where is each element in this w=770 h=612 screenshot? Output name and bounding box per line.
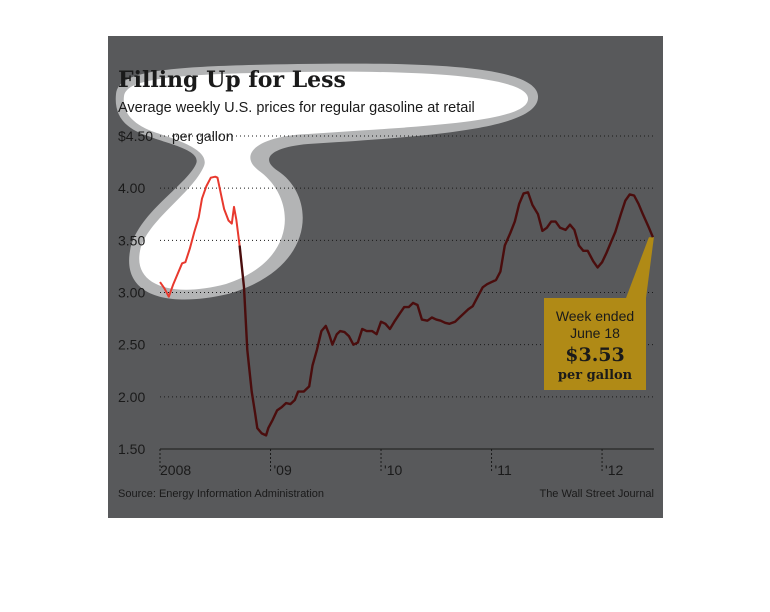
highlight-blob-inner — [123, 71, 529, 290]
y-tick-label: 3.50 — [118, 232, 145, 248]
gas-price-chart: Filling Up for Less Average weekly U.S. … — [115, 63, 655, 500]
y-tick-labels: $4.50 4.00 3.50 3.00 2.50 2.00 1.50 — [118, 128, 153, 457]
price-line-main — [238, 191, 655, 437]
callout-date: June 18 — [570, 325, 620, 341]
y-unit-label: per gallon — [172, 128, 234, 144]
callout-box — [544, 298, 646, 390]
callout-price: $3.53 — [565, 344, 625, 366]
y-tick-label: 4.00 — [118, 180, 145, 196]
x-tick-label: '09 — [274, 462, 292, 478]
callout-unit: per gallon — [558, 368, 633, 383]
credit-note: The Wall Street Journal — [539, 488, 654, 500]
y-tick-label: 2.50 — [118, 337, 145, 353]
chart-subtitle: Average weekly U.S. prices for regular g… — [118, 100, 475, 116]
x-ticks: 2008 '09 '10 '11 '12 — [159, 449, 624, 478]
x-tick-label: '11 — [495, 462, 512, 478]
callout-pointer — [626, 237, 654, 298]
x-tick-label: '12 — [605, 462, 623, 478]
chart-panel: Filling Up for Less Average weekly U.S. … — [108, 36, 663, 518]
y-tick-label: $4.50 — [118, 128, 153, 144]
y-tick-label: 1.50 — [118, 441, 145, 457]
source-note: Source: Energy Information Administratio… — [118, 488, 324, 500]
callout-week-ended: Week ended — [556, 308, 634, 324]
price-line — [159, 175, 655, 437]
price-callout: Week ended June 18 $3.53 per gallon — [544, 237, 654, 390]
chart-title: Filling Up for Less — [118, 67, 346, 93]
x-tick-label: 2008 — [160, 462, 191, 478]
x-tick-label: '10 — [384, 462, 402, 478]
price-line-highlight — [159, 175, 241, 298]
y-tick-label: 2.00 — [118, 389, 145, 405]
highlight-blob — [115, 63, 539, 300]
y-tick-label: 3.00 — [118, 285, 145, 301]
